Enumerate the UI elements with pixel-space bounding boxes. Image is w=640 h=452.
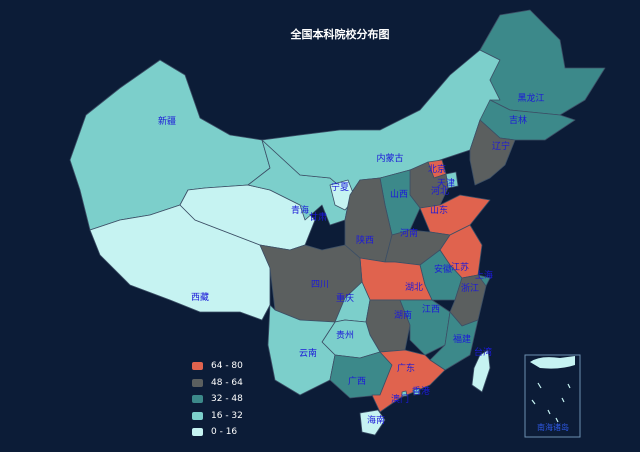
province-label: 辽宁 [492,140,510,152]
province-region[interactable] [429,311,479,371]
map-title: 全国本科院校分布图 [290,28,390,41]
province-region[interactable] [261,49,501,196]
legend-label: 16 - 32 [211,410,243,421]
inset-frame [524,354,581,438]
province-label: 新疆 [158,115,176,127]
province-label: 广东 [397,362,415,374]
province-region[interactable] [479,9,606,116]
province-region[interactable] [399,299,451,356]
province-label: 台湾 [474,346,492,358]
province-label: 浙江 [461,282,479,294]
province-label: 贵州 [336,329,354,341]
province-label: 香港 [412,385,430,397]
legend-swatch [192,428,203,437]
legend-label: 64 - 80 [211,361,243,372]
legend-label: 0 - 16 [211,427,238,438]
province-label: 天津 [437,178,455,189]
legend-item[interactable]: 48 - 64 [192,375,243,392]
province-label: 青海 [291,204,309,216]
inset-islands [531,382,571,423]
province-label: 西藏 [191,291,209,303]
province-label: 上海 [475,269,493,281]
legend-item[interactable]: 16 - 32 [192,408,243,425]
province-region[interactable] [359,409,386,436]
province-label: 四川 [311,280,329,290]
legend-swatch [192,378,203,387]
province-label: 内蒙古 [376,152,403,164]
province-label: 北京 [428,163,446,175]
province-label: 重庆 [336,292,354,304]
province-label: 江西 [422,304,440,315]
legend-item[interactable]: 64 - 80 [192,358,243,375]
province-label: 澳门 [391,393,409,405]
province-label: 安徽 [434,263,452,275]
province-label: 宁夏 [331,181,349,193]
province-label: 河南 [400,227,418,239]
province-label: 广西 [348,375,366,387]
legend-label: 32 - 48 [211,394,243,405]
province-region[interactable] [469,119,516,186]
province-region[interactable] [412,387,421,396]
province-label: 甘肃 [309,211,327,223]
inset-label: 南海诸岛 [537,422,569,432]
province-region[interactable] [471,349,491,393]
legend-item[interactable]: 0 - 16 [192,424,243,441]
province-label: 山西 [390,189,408,200]
province-label: 福建 [453,333,471,345]
province-region[interactable] [401,390,408,397]
legend-item[interactable]: 32 - 48 [192,391,243,408]
south-china-sea-inset: 南海诸岛 [524,354,581,438]
province-label: 云南 [299,347,317,359]
legend-label: 48 - 64 [211,377,243,388]
province-label: 河北 [431,185,449,197]
inset-land [530,356,575,369]
province-label: 黑龙江 [517,92,544,104]
province-label: 湖北 [405,282,423,293]
legend-swatch [192,362,203,371]
province-label: 海南 [367,414,385,426]
legend: 64 - 80 48 - 64 32 - 48 16 - 32 0 - 16 [192,358,243,441]
legend-swatch [192,411,203,420]
province-label: 陕西 [356,234,374,246]
province-label: 吉林 [509,114,527,126]
province-label: 江苏 [451,261,469,273]
province-label: 湖南 [394,309,412,321]
legend-swatch [192,395,203,404]
province-label: 山东 [430,204,448,216]
